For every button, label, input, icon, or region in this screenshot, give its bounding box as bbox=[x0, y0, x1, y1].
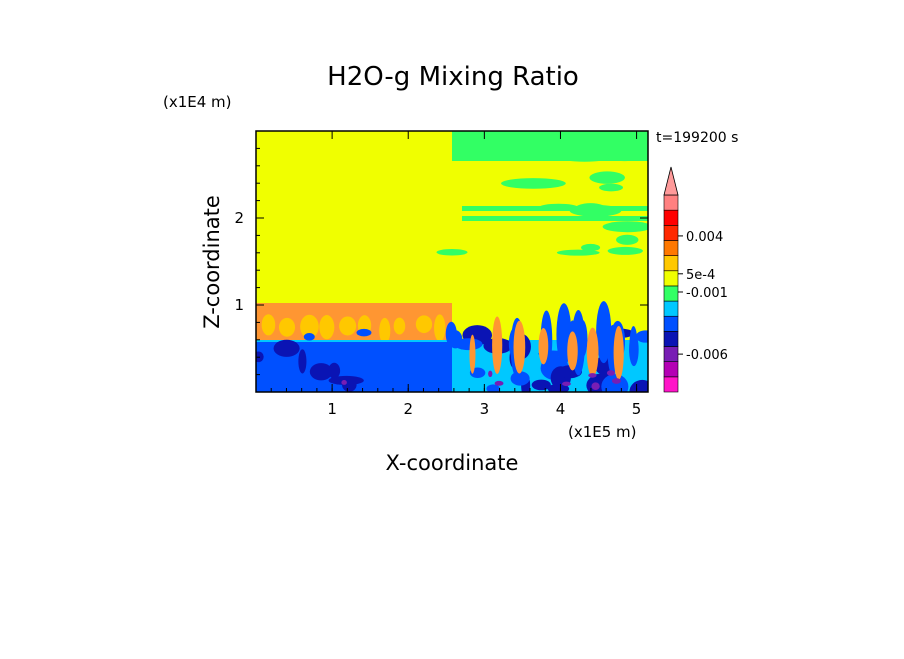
field-blue-eddy bbox=[303, 332, 315, 341]
colorbar-segment bbox=[663, 240, 679, 256]
colorbar-segment bbox=[663, 361, 679, 378]
field-purple-spot bbox=[591, 382, 600, 391]
time-label: t=199200 s bbox=[656, 130, 738, 146]
field-green-patch bbox=[616, 234, 639, 245]
colorbar-label: 0.004 bbox=[686, 230, 723, 245]
field-purple-spot bbox=[611, 378, 621, 384]
y-axis-label: Z-coordinate bbox=[200, 195, 224, 329]
field-green-patch bbox=[558, 152, 611, 162]
colorbar-segment bbox=[663, 225, 679, 241]
field-orange-plume bbox=[567, 331, 578, 371]
field-blue-eddy bbox=[531, 379, 551, 391]
field-green-patch bbox=[589, 171, 625, 184]
y-tick-label: 2 bbox=[234, 209, 244, 227]
field-orange-plume bbox=[613, 325, 624, 380]
heatmap-field bbox=[256, 131, 648, 392]
field-blue-eddy bbox=[356, 328, 372, 337]
field-orange-swirl bbox=[319, 315, 335, 340]
field-blue-eddy bbox=[328, 375, 364, 385]
field-purple-spot bbox=[606, 370, 616, 376]
field-green-patch bbox=[607, 152, 643, 162]
x-tick-label: 1 bbox=[327, 400, 337, 418]
field-green-patch bbox=[599, 183, 624, 192]
x-tick-label: 4 bbox=[556, 400, 566, 418]
y-ticks: 12 bbox=[234, 147, 648, 376]
field-blue-eddy bbox=[486, 384, 500, 392]
field-purple-spot bbox=[562, 381, 571, 387]
field-blue-eddy bbox=[273, 339, 300, 357]
field-blue-plume bbox=[629, 325, 638, 366]
colorbar-segment bbox=[663, 209, 679, 226]
field-blue-plume bbox=[577, 319, 588, 358]
field-orange-swirl bbox=[278, 317, 296, 337]
colorbar-segment bbox=[663, 346, 679, 362]
field-blue-eddy bbox=[309, 363, 333, 381]
field-blue-eddy bbox=[448, 330, 463, 349]
field-orange-plume bbox=[492, 316, 503, 374]
field-blue-eddy bbox=[629, 379, 648, 392]
field-blue-eddy bbox=[377, 370, 398, 381]
field-orange-plume bbox=[538, 327, 549, 365]
field-green-band bbox=[462, 206, 648, 211]
field-orange-swirl bbox=[415, 315, 433, 334]
x-tick-label: 3 bbox=[480, 400, 490, 418]
field-green-patch bbox=[436, 249, 468, 256]
field-green-patch bbox=[607, 246, 643, 255]
field-orange-swirl bbox=[434, 314, 446, 342]
colorbar-segment bbox=[663, 300, 679, 317]
field-orange-swirl bbox=[379, 317, 391, 344]
field-green-patch bbox=[501, 178, 566, 189]
field-orange-plume bbox=[469, 334, 476, 374]
colorbar: -0.006 -0.001 5e-4 0.004 bbox=[663, 166, 728, 393]
x-ticks: 1 2 3 4 5 bbox=[270, 131, 642, 418]
chart-title: H2O-g Mixing Ratio bbox=[327, 62, 579, 92]
colorbar-segment bbox=[663, 331, 679, 347]
field-blue-eddy bbox=[298, 349, 307, 374]
x-axis-label: X-coordinate bbox=[386, 451, 519, 475]
y-tick-label: 1 bbox=[234, 296, 244, 314]
field-orange-swirl bbox=[300, 314, 319, 339]
field-blue-eddy bbox=[635, 330, 648, 343]
field-green-patch bbox=[581, 243, 601, 252]
field-blue-eddy bbox=[601, 374, 629, 392]
colorbar-segment bbox=[663, 270, 679, 287]
field-purple-spot bbox=[341, 380, 347, 385]
colorbar-segment bbox=[663, 255, 679, 272]
field-orange-plume bbox=[513, 320, 526, 374]
colorbar-label: -0.001 bbox=[686, 286, 728, 301]
x-tick-label: 5 bbox=[632, 400, 642, 418]
colorbar-extend-triangle bbox=[663, 166, 679, 196]
x-unit-label: (x1E5 m) bbox=[568, 423, 637, 441]
field-orange-plume bbox=[586, 327, 599, 377]
colorbar-label: -0.006 bbox=[686, 348, 728, 363]
colorbar-segment bbox=[663, 315, 679, 332]
field-green-band bbox=[462, 216, 648, 221]
field-orange-swirl bbox=[393, 317, 406, 335]
colorbar-label: 5e-4 bbox=[686, 268, 715, 283]
field-orange-swirl bbox=[339, 316, 357, 336]
colorbar-segment bbox=[663, 285, 679, 302]
field-purple-spot bbox=[588, 373, 597, 378]
colorbar-segment bbox=[663, 194, 679, 211]
y-unit-label: (x1E4 m) bbox=[163, 93, 232, 111]
field-purple-spot bbox=[488, 370, 493, 378]
field-blue-plume bbox=[596, 301, 612, 364]
plot-frame bbox=[255, 130, 649, 393]
field-green-patch bbox=[556, 249, 600, 256]
field-purple-spot bbox=[494, 380, 504, 386]
field-orange-swirl bbox=[261, 314, 276, 336]
colorbar-segment bbox=[663, 376, 679, 393]
field-green-patch bbox=[602, 221, 648, 233]
x-tick-label: 2 bbox=[403, 400, 413, 418]
